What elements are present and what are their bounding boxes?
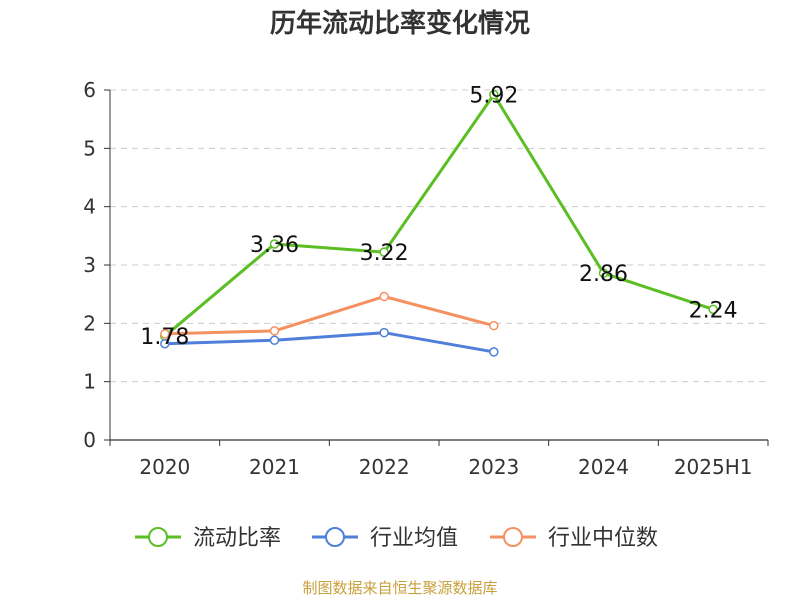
legend-marker bbox=[503, 527, 523, 547]
data-point bbox=[160, 339, 170, 349]
data-point bbox=[708, 304, 718, 315]
chart-title: 历年流动比率变化情况 bbox=[269, 9, 530, 39]
series-lines bbox=[160, 89, 718, 357]
y-tick-label: 3 bbox=[83, 253, 96, 277]
y-tick-label: 2 bbox=[83, 311, 96, 335]
data-point bbox=[489, 320, 499, 331]
legend-item[interactable]: 行业中位数 bbox=[490, 526, 658, 551]
series-line bbox=[163, 331, 496, 354]
data-point bbox=[598, 268, 609, 278]
data-label: 2.86 bbox=[579, 262, 628, 287]
x-tick-label: 2020 bbox=[139, 455, 190, 479]
y-tick-label: 5 bbox=[83, 136, 96, 160]
legend-marker bbox=[325, 527, 345, 547]
legend-label: 流动比率 bbox=[193, 526, 281, 551]
data-label: 3.22 bbox=[360, 241, 409, 266]
data-point bbox=[379, 327, 389, 338]
data-point bbox=[489, 89, 499, 100]
y-tick-label: 0 bbox=[83, 428, 96, 452]
legend-label: 行业均值 bbox=[370, 526, 458, 551]
legend-item[interactable]: 流动比率 bbox=[135, 526, 281, 551]
x-tick-label: 2025H1 bbox=[674, 455, 753, 479]
data-point bbox=[379, 291, 389, 302]
data-label: 5.92 bbox=[469, 84, 518, 109]
legend-item[interactable]: 行业均值 bbox=[312, 526, 458, 551]
data-labels: 1.78 3.36 3.22 5.92 2.86 2.24 bbox=[140, 84, 738, 350]
grid-lines bbox=[110, 89, 768, 383]
legend-marker bbox=[148, 527, 168, 547]
source-note: 制图数据来自恒生聚源数据库 bbox=[302, 579, 498, 597]
y-tick-label: 1 bbox=[83, 370, 96, 394]
x-tick-label: 2023 bbox=[468, 455, 519, 479]
series-line bbox=[163, 93, 715, 338]
x-tick-label: 2021 bbox=[249, 455, 300, 479]
data-point bbox=[489, 347, 499, 357]
y-tick-label: 6 bbox=[83, 78, 96, 102]
data-point bbox=[269, 335, 280, 345]
data-point bbox=[269, 326, 280, 336]
data-label: 1.78 bbox=[140, 325, 189, 350]
y-tick-label: 4 bbox=[83, 195, 96, 219]
data-point bbox=[379, 247, 389, 257]
x-tick-label: 2024 bbox=[578, 455, 629, 479]
axes: 0 1 2 3 4 5 6 2020 2021 2022 2023 2024 2025H1 bbox=[83, 78, 769, 479]
data-label: 3.36 bbox=[250, 233, 299, 258]
data-point bbox=[269, 239, 280, 249]
x-tick-label: 2022 bbox=[359, 455, 410, 479]
data-label: 2.24 bbox=[689, 298, 738, 323]
legend[interactable]: 流动比率 行业均值 行业中位数 bbox=[135, 526, 658, 551]
series-line bbox=[163, 295, 496, 336]
legend-label: 行业中位数 bbox=[548, 526, 658, 551]
data-point bbox=[160, 329, 170, 339]
